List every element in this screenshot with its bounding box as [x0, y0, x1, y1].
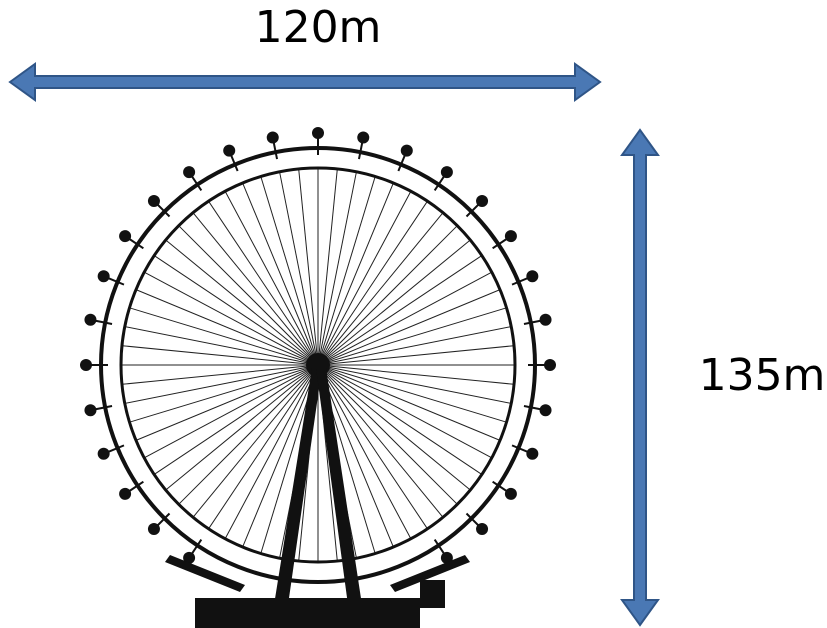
- spoke: [129, 364, 319, 423]
- capsule: [539, 404, 552, 417]
- spoke: [224, 364, 319, 539]
- spoke: [129, 307, 319, 366]
- spoke: [317, 364, 412, 539]
- height-arrow: [620, 128, 660, 627]
- spoke: [224, 191, 319, 366]
- spoke: [317, 168, 338, 366]
- spoke: [317, 289, 501, 366]
- platform: [165, 555, 245, 592]
- spoke: [317, 364, 458, 505]
- spoke: [135, 289, 319, 366]
- spoke: [317, 307, 507, 366]
- capsule: [223, 144, 236, 157]
- spoke: [260, 176, 319, 366]
- capsule: [357, 131, 370, 144]
- leg: [316, 368, 362, 605]
- spoke: [208, 364, 319, 530]
- spoke: [178, 364, 319, 505]
- capsule: [504, 230, 517, 243]
- spoke: [317, 364, 394, 548]
- spoke: [317, 364, 515, 385]
- capsule: [80, 359, 92, 371]
- capsule: [544, 359, 556, 371]
- capsule: [147, 194, 160, 207]
- spoke: [165, 239, 319, 366]
- spoke: [153, 364, 319, 475]
- spoke: [317, 364, 512, 404]
- capsule: [183, 166, 196, 179]
- spoke: [242, 182, 319, 366]
- capsule: [476, 523, 489, 536]
- capsule: [526, 447, 539, 460]
- spoke: [317, 225, 458, 366]
- width-arrow: [8, 62, 602, 102]
- base: [195, 598, 420, 628]
- spoke: [279, 171, 319, 366]
- spoke: [317, 212, 444, 366]
- spoke: [144, 364, 319, 459]
- capsule: [476, 194, 489, 207]
- spoke: [317, 255, 483, 366]
- ferris-wheel: [80, 127, 556, 628]
- spoke: [208, 200, 319, 366]
- spoke: [317, 364, 492, 459]
- spoke: [192, 364, 319, 518]
- base-side: [420, 580, 445, 608]
- capsule: [266, 131, 279, 144]
- capsule: [440, 551, 453, 564]
- spoke: [317, 364, 471, 491]
- spoke: [317, 364, 428, 530]
- capsule: [97, 270, 110, 283]
- platform: [390, 555, 470, 592]
- capsule: [504, 487, 517, 500]
- spoke: [124, 326, 319, 366]
- capsule: [539, 313, 552, 326]
- spoke: [317, 176, 376, 366]
- capsule: [97, 447, 110, 460]
- height-label: 135m: [699, 350, 826, 401]
- spoke: [317, 364, 501, 441]
- capsule: [440, 166, 453, 179]
- spoke: [317, 364, 483, 475]
- capsule: [147, 523, 160, 536]
- spoke: [317, 326, 512, 366]
- spoke: [121, 364, 319, 385]
- capsule: [119, 487, 132, 500]
- spoke: [317, 364, 444, 518]
- spoke: [317, 271, 492, 366]
- width-label: 120m: [255, 2, 382, 53]
- capsule: [84, 313, 97, 326]
- spoke: [317, 345, 515, 366]
- spoke: [298, 168, 319, 366]
- spoke: [153, 255, 319, 366]
- spoke: [317, 364, 507, 423]
- spoke: [192, 212, 319, 366]
- capsule: [526, 270, 539, 283]
- spoke: [317, 171, 357, 366]
- spoke: [165, 364, 319, 491]
- spoke: [242, 364, 319, 548]
- spoke: [144, 271, 319, 366]
- spoke: [317, 239, 471, 366]
- spoke: [178, 225, 319, 366]
- capsule: [84, 404, 97, 417]
- spoke: [135, 364, 319, 441]
- capsule: [119, 230, 132, 243]
- spoke: [317, 182, 394, 366]
- capsule: [183, 551, 196, 564]
- spoke: [124, 364, 319, 404]
- spoke: [121, 345, 319, 366]
- leg: [274, 368, 322, 605]
- spoke: [317, 191, 412, 366]
- inner-rim: [119, 166, 517, 564]
- capsule: [400, 144, 413, 157]
- spoke: [317, 200, 428, 366]
- capsule: [312, 127, 324, 139]
